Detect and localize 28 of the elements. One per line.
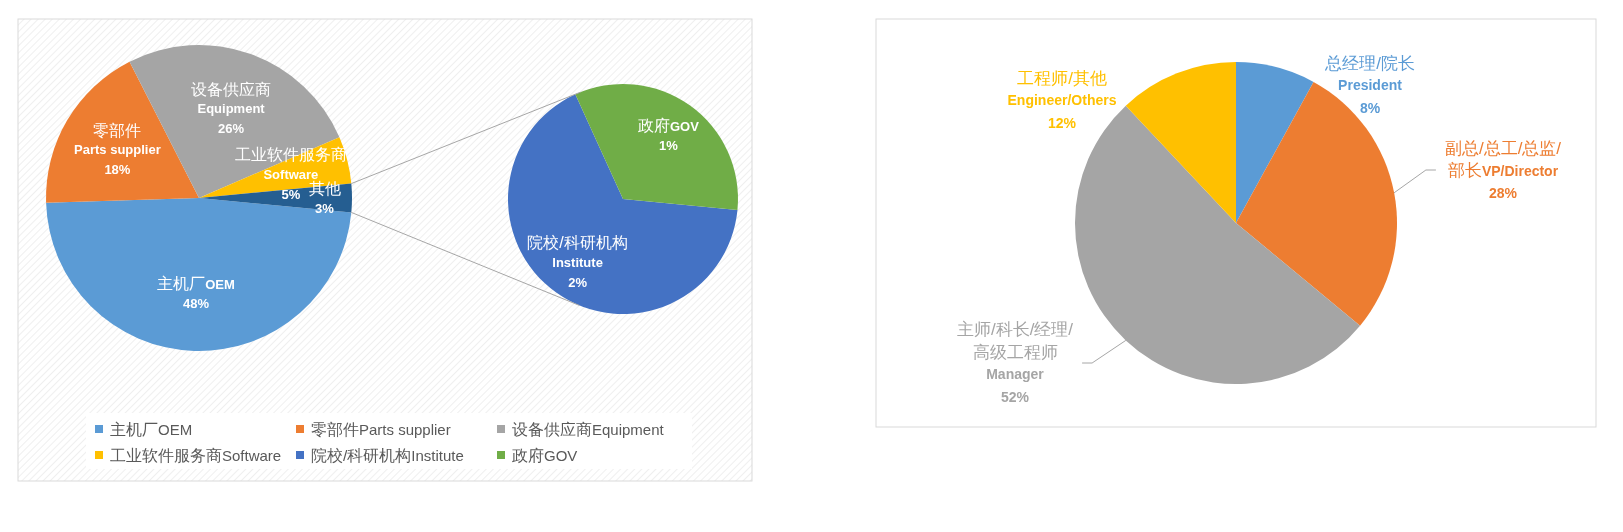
data-label: 18% xyxy=(104,162,131,178)
data-label: 48% xyxy=(182,295,210,311)
legend-item: 院校/科研机构Institute xyxy=(296,446,464,464)
data-label: 3% xyxy=(315,200,335,216)
legend-label: 政府GOV xyxy=(512,446,578,464)
slice-label: 总经理/院长President xyxy=(1324,53,1415,93)
data-label: 1% xyxy=(659,138,679,153)
slice-label: 政府GOV xyxy=(637,117,700,135)
legend-item: 零部件Parts supplier xyxy=(296,420,451,438)
data-label: 12% xyxy=(1047,114,1077,131)
legend-item: 政府GOV xyxy=(497,446,578,464)
legend-item: 设备供应商Equipment xyxy=(497,420,664,438)
slice-label: 零部件Parts supplier xyxy=(74,121,161,158)
data-label: 28% xyxy=(1488,184,1518,201)
legend-item: 主机厂OEM xyxy=(95,420,193,438)
data-label: 5% xyxy=(281,187,301,203)
data-label: 26% xyxy=(218,121,245,137)
data-label: 8% xyxy=(1359,99,1381,116)
slice-label: 院校/科研机构Institute xyxy=(527,234,628,271)
slice-label: 设备供应商Equipment xyxy=(191,80,272,117)
category-label: 副总/总工/总监/部长VP/Director xyxy=(1444,138,1562,181)
slice-label: 工程师/其他Engineer/Others xyxy=(1007,68,1117,108)
data-label: 52% xyxy=(1000,388,1030,405)
slice-label: 主师/科长/经理/高级工程师Manager xyxy=(956,320,1074,383)
legend-item: 工业软件服务商Software xyxy=(95,446,282,464)
data-label: 2% xyxy=(568,275,588,291)
slice-label: 主机厂OEM xyxy=(157,274,235,292)
legend-label: 主机厂OEM xyxy=(110,420,193,438)
